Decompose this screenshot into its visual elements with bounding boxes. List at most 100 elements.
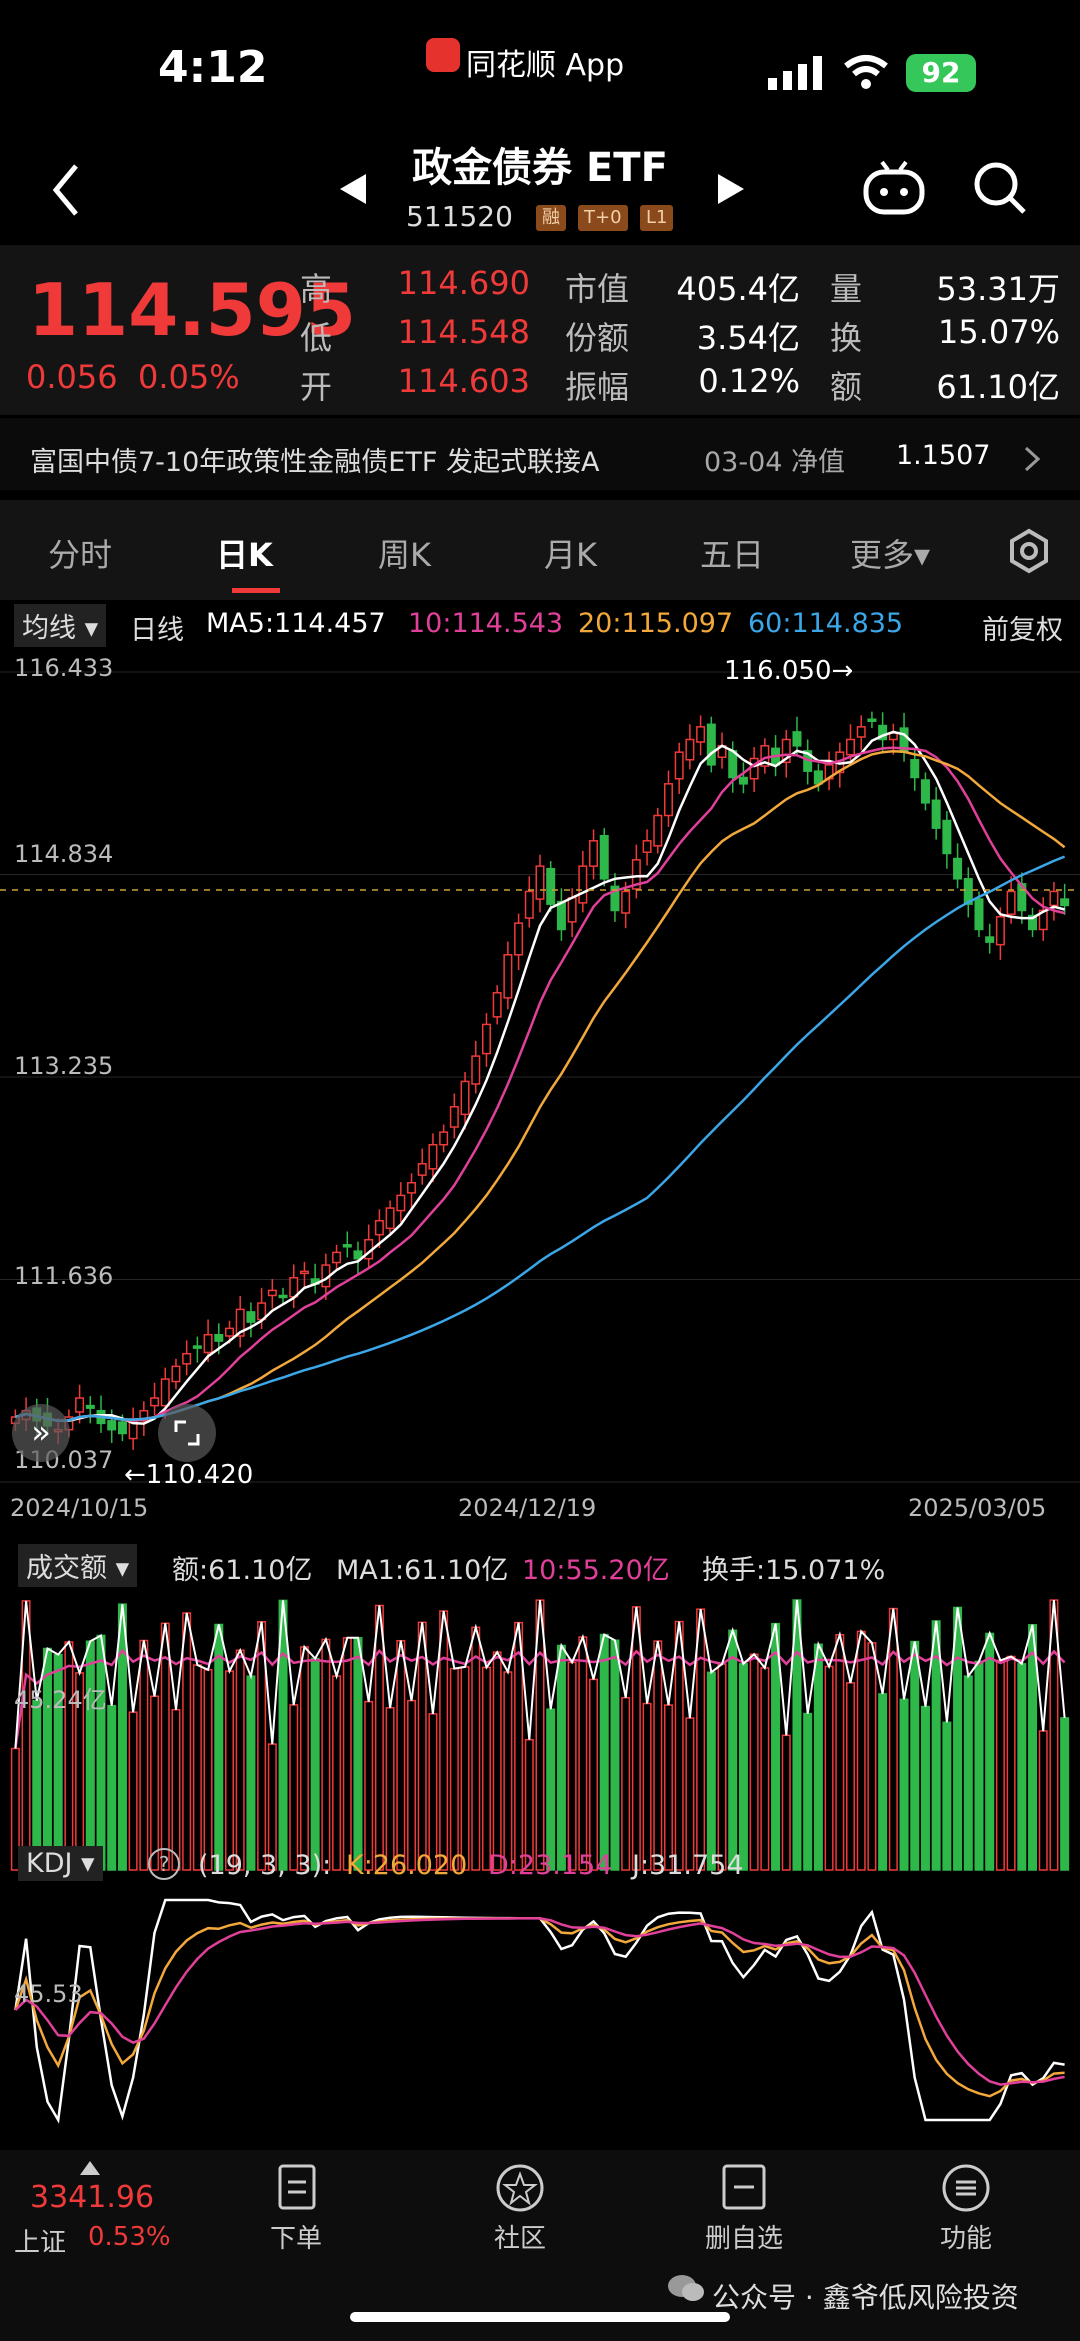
candle-body bbox=[460, 1080, 470, 1116]
volume-chart bbox=[10, 1599, 1070, 1871]
candle-body bbox=[589, 840, 599, 867]
tab-weekly-k[interactable]: 周K bbox=[378, 536, 431, 574]
volume-bar bbox=[878, 1693, 888, 1871]
candle-body bbox=[556, 900, 566, 931]
candle-body bbox=[396, 1194, 406, 1212]
index-value[interactable]: 3341.96 bbox=[30, 2180, 155, 2215]
candle-body bbox=[160, 1378, 170, 1407]
nav-function[interactable]: 功能 bbox=[939, 2224, 992, 2254]
volume-bar bbox=[953, 1606, 963, 1871]
volume-bar bbox=[364, 1700, 374, 1871]
kdj-j-line bbox=[14, 1898, 1065, 2124]
robot-icon[interactable] bbox=[862, 160, 926, 220]
high-value: 114.690 bbox=[397, 264, 530, 302]
turnover-value: 15.07% bbox=[937, 313, 1060, 351]
candle-body bbox=[878, 724, 888, 741]
index-arrow-icon bbox=[80, 2160, 100, 2179]
candle-body bbox=[246, 1311, 256, 1323]
volume-bar bbox=[1028, 1624, 1038, 1871]
volume-bar bbox=[310, 1657, 320, 1871]
volume-bar bbox=[546, 1708, 556, 1871]
candle-body bbox=[578, 865, 588, 904]
volume-bar bbox=[385, 1707, 395, 1871]
volume-bar bbox=[1006, 1655, 1016, 1871]
volume-bar bbox=[974, 1660, 984, 1871]
volume-bar bbox=[342, 1637, 352, 1871]
candle-body bbox=[214, 1333, 224, 1342]
low-label: 低 bbox=[300, 319, 333, 357]
help-icon[interactable]: ? bbox=[148, 1848, 180, 1880]
kline-chart[interactable] bbox=[0, 642, 1080, 1522]
chevron-right-icon bbox=[1024, 446, 1041, 476]
candle-body bbox=[439, 1131, 449, 1146]
nav-community[interactable]: 社区 bbox=[493, 2224, 546, 2254]
volume-bar bbox=[407, 1699, 417, 1871]
date-left: 2024/10/15 bbox=[10, 1494, 149, 1522]
tab-more[interactable]: 更多▾ bbox=[850, 536, 931, 574]
kdj-indicator-select[interactable]: KDJ ▾ bbox=[18, 1846, 103, 1881]
tab-daily-k[interactable]: 日K bbox=[216, 536, 273, 574]
candle-body bbox=[107, 1420, 117, 1431]
volume-bar bbox=[289, 1704, 299, 1871]
candle-body bbox=[546, 867, 556, 905]
date-right: 2025/03/05 bbox=[908, 1494, 1047, 1522]
tab-intraday[interactable]: 分时 bbox=[48, 536, 113, 574]
candle-body bbox=[117, 1421, 127, 1435]
order-icon[interactable] bbox=[236, 2160, 356, 2216]
candle-body bbox=[1060, 898, 1070, 907]
remove-watchlist-icon[interactable] bbox=[684, 2160, 804, 2216]
candle-body bbox=[792, 731, 802, 747]
candle-body bbox=[150, 1397, 160, 1407]
vol-label: 量 bbox=[830, 270, 863, 308]
candle-body bbox=[514, 922, 524, 956]
back-icon[interactable] bbox=[50, 162, 80, 222]
search-icon[interactable] bbox=[972, 160, 1028, 220]
volume-bar bbox=[578, 1636, 588, 1871]
tab-five-day[interactable]: 五日 bbox=[700, 536, 765, 574]
candle-body bbox=[332, 1251, 342, 1264]
candle-body bbox=[407, 1181, 417, 1194]
function-icon[interactable] bbox=[906, 2160, 1026, 2216]
volume-bar bbox=[192, 1664, 202, 1871]
high-label: 高 bbox=[300, 270, 333, 308]
next-stock-icon[interactable] bbox=[716, 172, 746, 210]
wifi-icon bbox=[842, 54, 890, 94]
volume-bar bbox=[128, 1711, 138, 1871]
community-icon[interactable] bbox=[460, 2160, 580, 2216]
kdj-k: K:26.020 bbox=[346, 1850, 468, 1881]
expand-left-icon[interactable]: » bbox=[12, 1404, 70, 1462]
kline-ytick-top: 116.433 bbox=[14, 654, 114, 682]
candle-body bbox=[674, 751, 684, 780]
linked-fund-row[interactable] bbox=[0, 418, 1080, 490]
adjust-mode[interactable]: 前复权 bbox=[982, 615, 1063, 646]
volume-bar bbox=[717, 1663, 727, 1871]
candle-body bbox=[481, 1023, 491, 1055]
tab-monthly-k[interactable]: 月K bbox=[544, 536, 597, 574]
volume-indicator-select[interactable]: 成交额 ▾ bbox=[18, 1544, 138, 1587]
home-indicator bbox=[350, 2312, 730, 2322]
volume-bar bbox=[332, 1675, 342, 1871]
ma20-line bbox=[15, 749, 1066, 1423]
candle-body bbox=[353, 1250, 363, 1260]
ma-period: 日线 bbox=[130, 615, 184, 646]
volume-bar bbox=[824, 1665, 834, 1871]
candle-body bbox=[974, 898, 984, 931]
volume-bar bbox=[492, 1651, 502, 1871]
volume-bar bbox=[803, 1712, 813, 1871]
volume-bar bbox=[610, 1639, 620, 1871]
fullscreen-icon[interactable] bbox=[158, 1404, 216, 1462]
volume-bar bbox=[899, 1698, 909, 1871]
ma20-value: 20:115.097 bbox=[578, 608, 734, 639]
settings-icon[interactable] bbox=[1006, 528, 1052, 578]
volume-bar bbox=[214, 1623, 224, 1871]
nav-order[interactable]: 下单 bbox=[269, 2224, 322, 2254]
candle-body bbox=[374, 1219, 384, 1236]
prev-stock-icon[interactable] bbox=[338, 172, 368, 210]
volume-bar bbox=[995, 1659, 1005, 1871]
nav-remove-watchlist[interactable]: 删自选 bbox=[704, 2224, 783, 2254]
candle-body bbox=[471, 1055, 481, 1085]
open-label: 开 bbox=[300, 368, 333, 406]
volume-amount: 额:61.10亿 bbox=[172, 1555, 313, 1586]
ma-mode-select[interactable]: 均线 ▾ bbox=[14, 604, 107, 647]
volume-bar bbox=[85, 1640, 95, 1871]
